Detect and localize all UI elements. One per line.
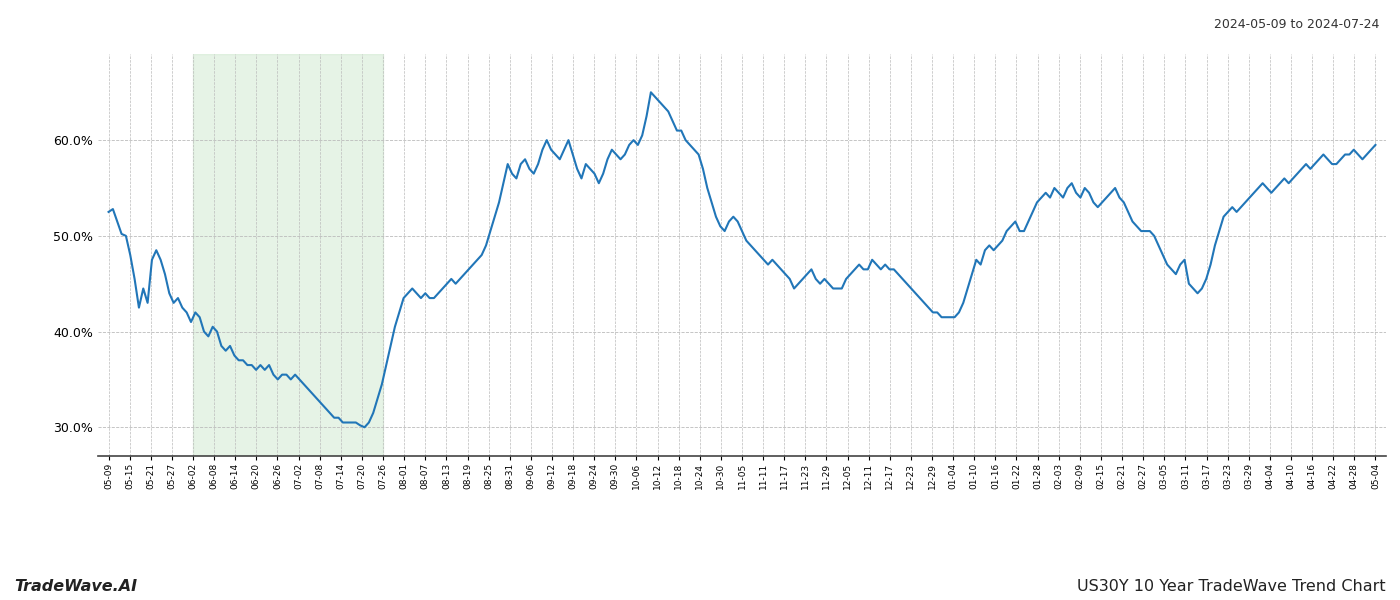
Bar: [193, 54, 384, 456]
Text: TradeWave.AI: TradeWave.AI: [14, 579, 137, 594]
Text: 2024-05-09 to 2024-07-24: 2024-05-09 to 2024-07-24: [1214, 18, 1379, 31]
Text: US30Y 10 Year TradeWave Trend Chart: US30Y 10 Year TradeWave Trend Chart: [1078, 579, 1386, 594]
